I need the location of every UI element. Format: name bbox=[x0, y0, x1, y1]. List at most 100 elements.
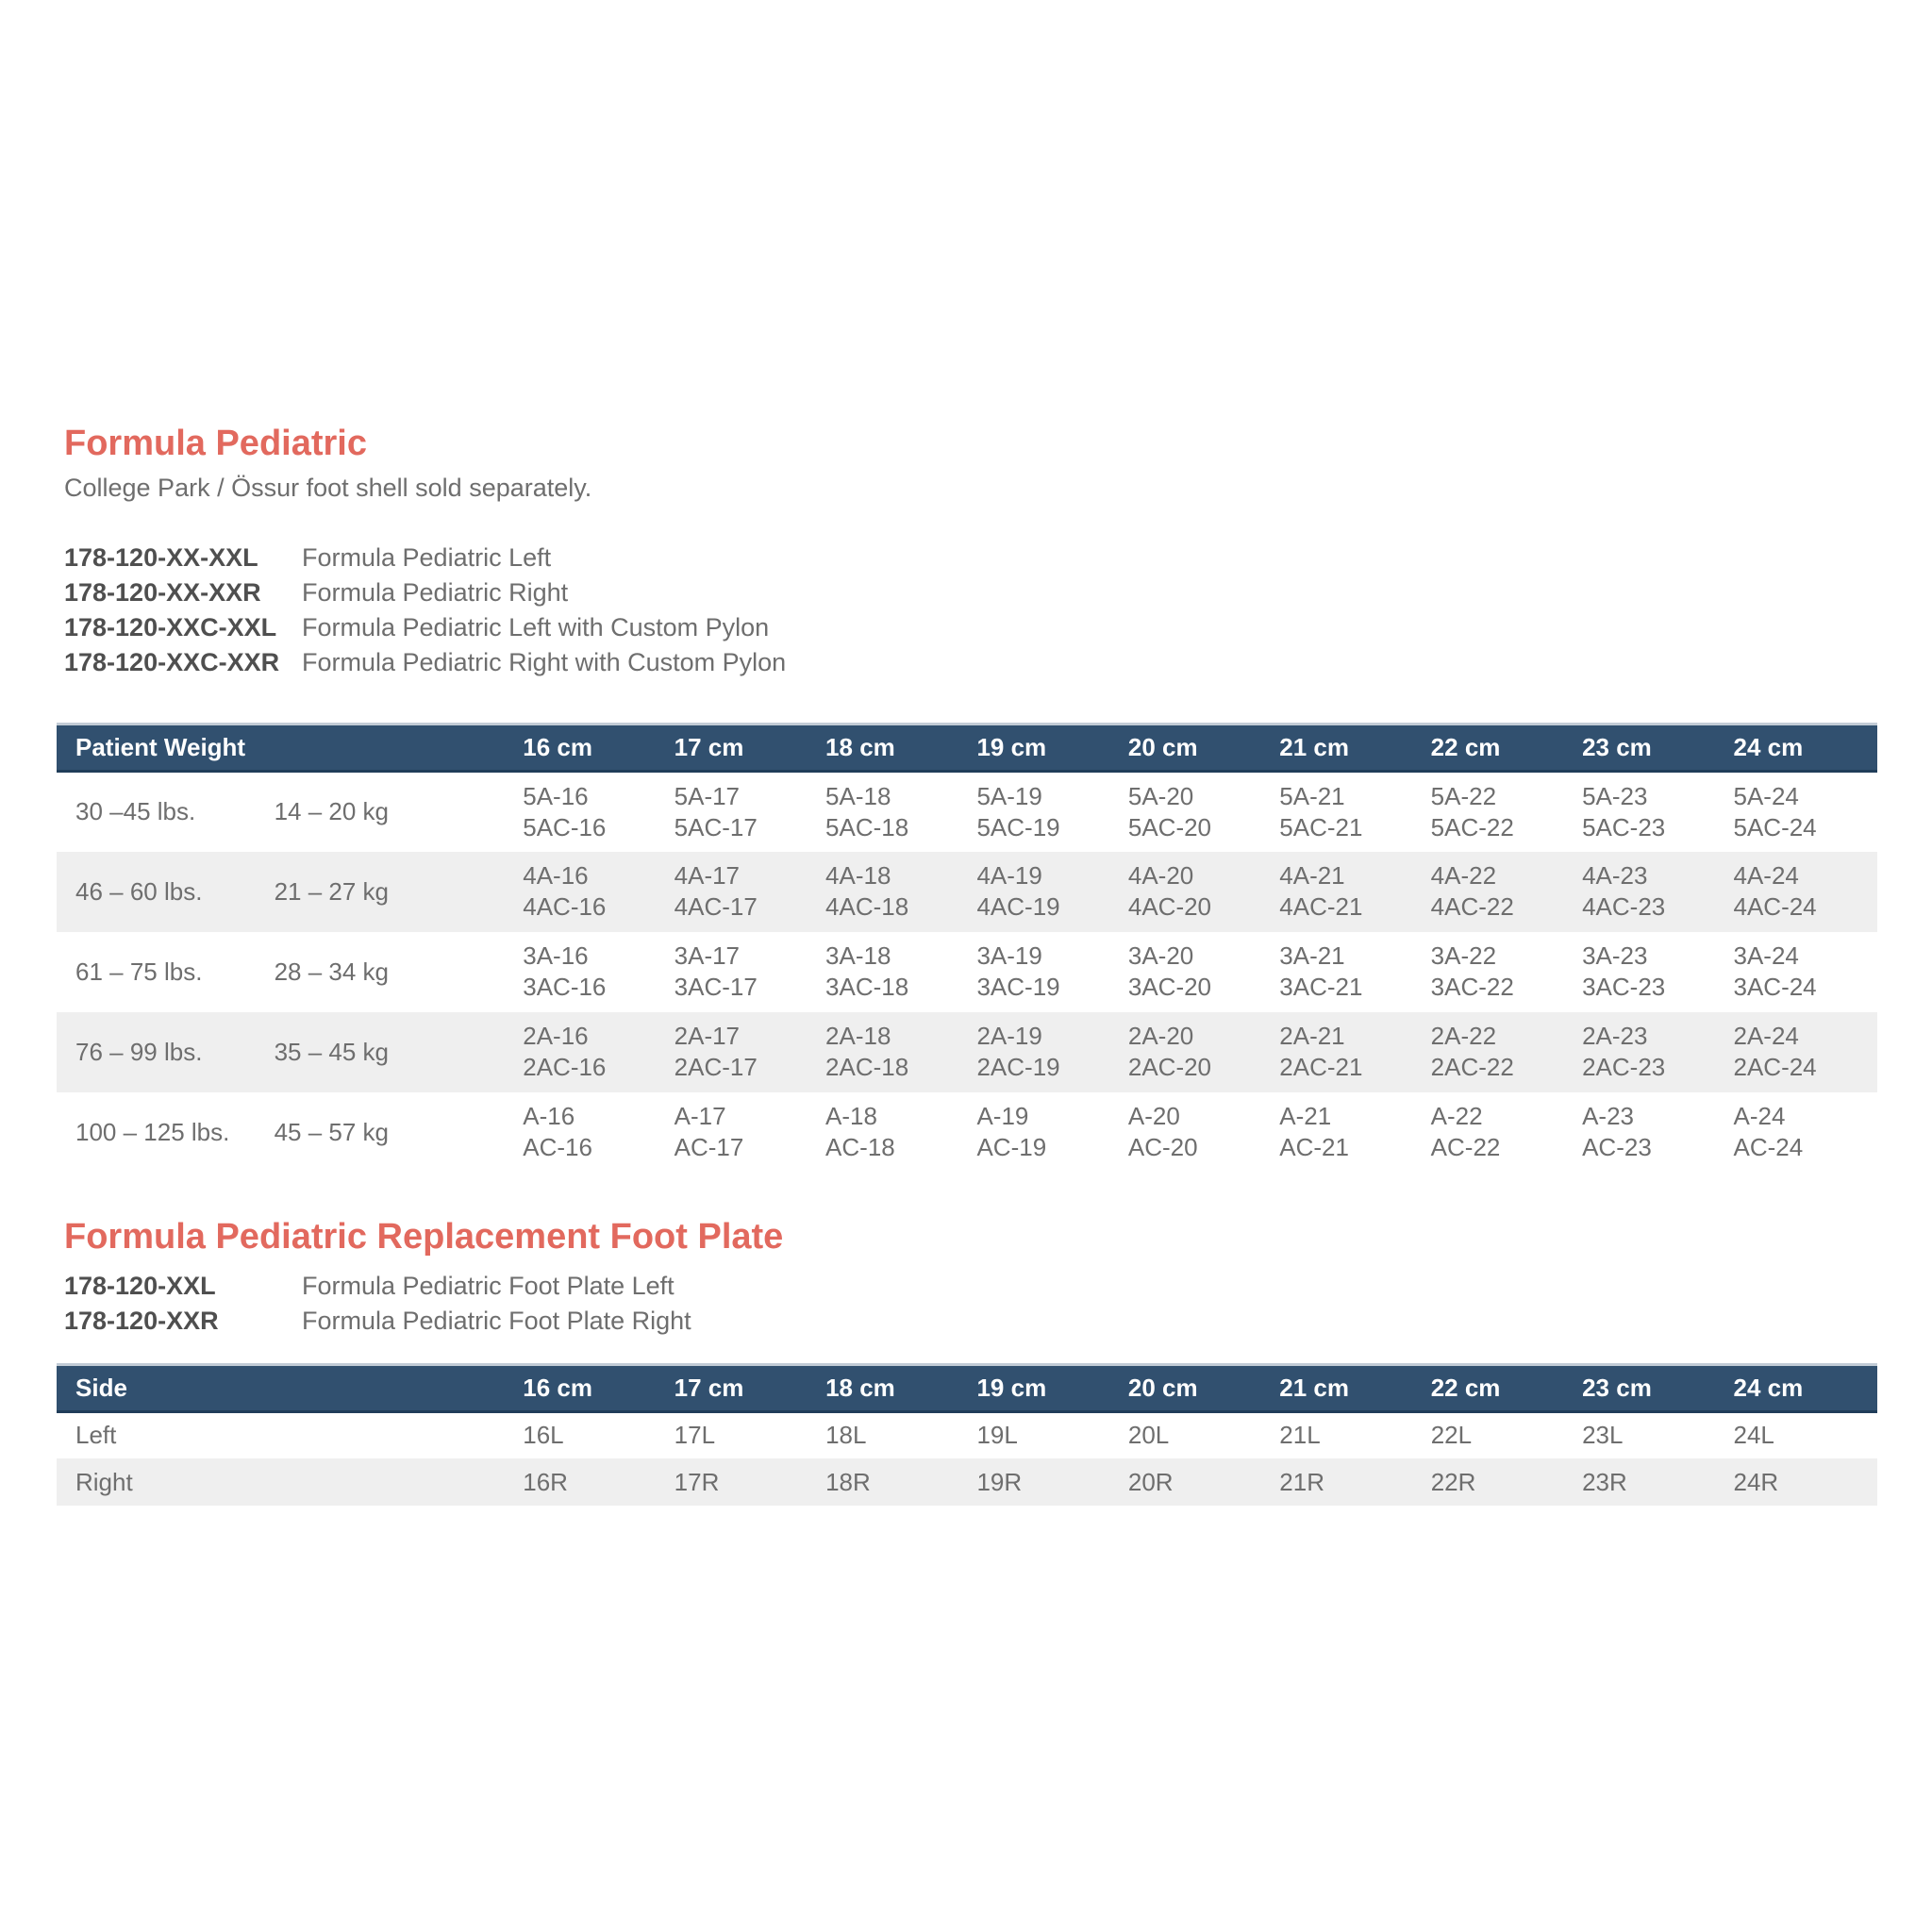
header-row: Patient Weight 16 cm 17 cm 18 cm 19 cm 20 cm 2… bbox=[57, 723, 1877, 773]
product-code: A-17 bbox=[674, 1102, 726, 1130]
product-code: 4AC-24 bbox=[1733, 892, 1817, 921]
plate-code-cell: 16L bbox=[523, 1421, 564, 1450]
size-column-header: 23 cm bbox=[1574, 723, 1726, 773]
size-column-header: 22 cm bbox=[1423, 723, 1575, 773]
plate-code-cell: 20R bbox=[1127, 1467, 1174, 1496]
size-column-header: 20 cm bbox=[1120, 1362, 1273, 1413]
plate-code-cell: 20L bbox=[1127, 1421, 1170, 1450]
plate-code-cell: 23R bbox=[1582, 1467, 1627, 1496]
product-code: 2AC-16 bbox=[523, 1053, 607, 1081]
product-code: A-18 bbox=[825, 1102, 877, 1130]
plate-code-cell: 17R bbox=[674, 1467, 720, 1496]
size-code-cell: 3A-16 3AC-16 bbox=[515, 932, 666, 1012]
section-replacement-foot-plate: Formula Pediatric Replacement Foot Plate… bbox=[0, 1216, 1932, 1506]
size-code-cell: 3A-21 3AC-21 bbox=[1272, 932, 1423, 1012]
part-number: 178-120-XXC-XXR bbox=[64, 648, 280, 676]
product-code: 4AC-21 bbox=[1279, 892, 1363, 921]
size-column-header: 19 cm bbox=[969, 723, 1121, 773]
weight-lbs-cell: 46 – 60 lbs. bbox=[75, 876, 203, 906]
size-code-cell: 5A-21 5AC-21 bbox=[1272, 772, 1423, 852]
product-code: AC-24 bbox=[1733, 1133, 1804, 1161]
product-code: 3A-16 bbox=[523, 941, 589, 970]
product-code: 3A-20 bbox=[1127, 941, 1194, 970]
size-code-cell: 2A-18 2AC-18 bbox=[818, 1012, 969, 1092]
plate-code-cell: 19R bbox=[976, 1467, 1023, 1496]
size-code-cell: 2A-17 2AC-17 bbox=[667, 1012, 818, 1092]
product-code: AC-16 bbox=[523, 1133, 592, 1161]
part-number-list: 178-120-XXL Formula Pediatric Foot Plate … bbox=[64, 1269, 1932, 1339]
size-code-cell: A-21 AC-21 bbox=[1272, 1092, 1423, 1173]
product-code: 5AC-24 bbox=[1733, 812, 1817, 841]
product-code: 2AC-24 bbox=[1733, 1053, 1817, 1081]
product-code: AC-20 bbox=[1127, 1133, 1198, 1161]
product-code: 2AC-23 bbox=[1582, 1053, 1666, 1081]
product-code: 4AC-19 bbox=[976, 892, 1060, 921]
size-code-cell: 4A-24 4AC-24 bbox=[1725, 852, 1877, 932]
product-code: 3AC-18 bbox=[825, 973, 909, 1001]
size-code-cell: 4A-18 4AC-18 bbox=[818, 852, 969, 932]
product-code: 3AC-23 bbox=[1582, 973, 1666, 1001]
plate-code-cell: 22L bbox=[1430, 1421, 1473, 1450]
weight-kg-cell: 28 – 34 kg bbox=[274, 957, 389, 986]
product-code: 5A-19 bbox=[976, 781, 1042, 810]
section-title-replacement-foot-plate: Formula Pediatric Replacement Foot Plate bbox=[64, 1216, 784, 1257]
product-code: 3A-21 bbox=[1279, 941, 1345, 970]
product-code: 2A-16 bbox=[523, 1022, 589, 1050]
product-code: 4A-22 bbox=[1430, 861, 1497, 890]
weight-lbs-cell: 76 – 99 lbs. bbox=[75, 1037, 203, 1066]
product-code: A-22 bbox=[1430, 1102, 1483, 1130]
product-code: 3AC-20 bbox=[1127, 973, 1212, 1001]
product-code: 4AC-23 bbox=[1582, 892, 1666, 921]
size-code-cell: 4A-16 4AC-16 bbox=[515, 852, 666, 932]
product-code: 2AC-17 bbox=[674, 1053, 758, 1081]
part-list-item: 178-120-XX-XXL Formula Pediatric Left bbox=[64, 541, 1932, 575]
size-code-cell: A-20 AC-20 bbox=[1121, 1092, 1272, 1173]
foot-plate-side-table: Side 16 cm 17 cm 18 cm 19 cm 20 cm 21 cm 22 cm 2… bbox=[57, 1362, 1877, 1506]
size-code-cell: 3A-19 3AC-19 bbox=[969, 932, 1120, 1012]
weight-lbs-cell: 100 – 125 lbs. bbox=[75, 1117, 230, 1146]
size-column-header: 18 cm bbox=[818, 723, 970, 773]
size-code-cell: A-24 AC-24 bbox=[1725, 1092, 1877, 1173]
size-code-cell: 3A-18 3AC-18 bbox=[818, 932, 969, 1012]
product-code: 5A-18 bbox=[825, 781, 891, 810]
product-code: 3AC-17 bbox=[674, 973, 758, 1001]
part-number: 178-120-XX-XXL bbox=[64, 543, 258, 572]
patient-weight-header: Patient Weight bbox=[57, 723, 516, 773]
plate-code-cell: 22R bbox=[1430, 1467, 1476, 1496]
size-code-cell: 3A-24 3AC-24 bbox=[1725, 932, 1877, 1012]
product-code: 4A-20 bbox=[1127, 861, 1194, 890]
plate-code-cell: 18L bbox=[825, 1421, 867, 1450]
product-code: 3A-22 bbox=[1430, 941, 1497, 970]
size-code-cell: 2A-19 2AC-19 bbox=[969, 1012, 1120, 1092]
size-code-cell: A-23 AC-23 bbox=[1574, 1092, 1725, 1173]
size-code-cell: 2A-16 2AC-16 bbox=[515, 1012, 666, 1092]
product-code: 4A-24 bbox=[1733, 861, 1799, 890]
product-code: 4AC-20 bbox=[1127, 892, 1212, 921]
product-code: 5AC-20 bbox=[1127, 812, 1212, 841]
weight-table-row: 61 – 75 lbs. 28 – 34 kg 3A-16 3AC-16 3A-17 3A… bbox=[57, 932, 1877, 1012]
product-code: 4A-23 bbox=[1582, 861, 1648, 890]
size-column-header: 18 cm bbox=[818, 1362, 970, 1413]
size-column-header: 21 cm bbox=[1272, 1362, 1424, 1413]
size-code-cell: 5A-23 5AC-23 bbox=[1574, 772, 1725, 852]
product-code: 4A-19 bbox=[976, 861, 1042, 890]
plate-code-cell: 19L bbox=[976, 1421, 1018, 1450]
weight-kg-cell: 35 – 45 kg bbox=[274, 1037, 389, 1066]
product-code: 3A-24 bbox=[1733, 941, 1799, 970]
weight-table-row: 76 – 99 lbs. 35 – 45 kg 2A-16 2AC-16 2A-17 2A… bbox=[57, 1011, 1877, 1092]
size-code-cell: 3A-23 3AC-23 bbox=[1574, 932, 1725, 1012]
weight-kg-cell: 45 – 57 kg bbox=[274, 1117, 389, 1146]
product-code: A-23 bbox=[1582, 1102, 1634, 1130]
product-code: A-24 bbox=[1733, 1102, 1786, 1130]
plate-code-cell: 21R bbox=[1279, 1467, 1324, 1496]
size-code-cell: 5A-16 5AC-16 bbox=[515, 772, 666, 852]
product-code: 3AC-19 bbox=[976, 973, 1060, 1001]
size-code-cell: 2A-23 2AC-23 bbox=[1574, 1012, 1725, 1092]
size-column-header: 17 cm bbox=[666, 723, 819, 773]
product-code: 5AC-22 bbox=[1430, 812, 1514, 841]
part-description: Formula Pediatric Left bbox=[302, 543, 552, 572]
product-code: A-19 bbox=[976, 1102, 1029, 1130]
plate-code-cell: 24R bbox=[1733, 1467, 1779, 1496]
plate-code-cell: 17L bbox=[674, 1421, 716, 1450]
